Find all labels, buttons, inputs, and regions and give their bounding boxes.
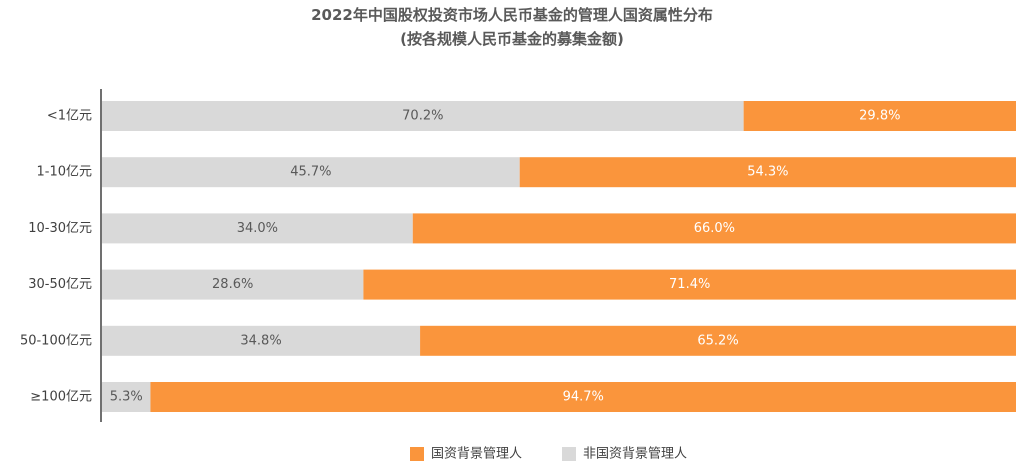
data-label: 70.2% xyxy=(402,109,443,124)
data-label: 66.0% xyxy=(694,221,735,236)
legend-label: 非国资背景管理人 xyxy=(583,447,687,462)
category-label: 30-50亿元 xyxy=(28,277,92,292)
category-label: 1-10亿元 xyxy=(36,165,92,180)
chart-title: 2022年中国股权投资市场人民币基金的管理人国资属性分布 xyxy=(311,6,713,24)
category-label: 10-30亿元 xyxy=(28,221,92,236)
legend-label: 国资背景管理人 xyxy=(431,447,522,462)
data-label: 54.3% xyxy=(747,165,788,180)
bar-segment-non-state xyxy=(102,213,413,244)
legend-swatch xyxy=(410,447,424,461)
bar-segment-state xyxy=(743,101,1016,131)
bar-segment-non-state xyxy=(102,157,520,188)
bar-segment-non-state xyxy=(102,269,364,300)
category-label: ≥100亿元 xyxy=(30,390,92,405)
data-label: 28.6% xyxy=(212,277,253,292)
data-label: 34.0% xyxy=(237,221,278,236)
chart-subtitle: (按各规模人民币基金的募集金额) xyxy=(400,30,624,48)
bars-layer: <1亿元 70.2% 29.8% 1-10亿元 45.7% 54.3% 10-30亿元 34.… xyxy=(20,101,1016,412)
legend: 国资背景管理人 非国资背景管理人 xyxy=(410,447,687,462)
bar-segment-non-state xyxy=(102,101,744,131)
data-label: 29.8% xyxy=(859,109,900,124)
bar-segment-non-state xyxy=(102,325,421,356)
bar-segment-state xyxy=(150,382,1016,412)
category-label: 50-100亿元 xyxy=(20,333,92,348)
legend-swatch xyxy=(562,447,576,461)
data-label: 65.2% xyxy=(697,333,738,348)
bar-segment-state xyxy=(420,325,1016,356)
bar-segment-non-state xyxy=(102,382,151,412)
data-label: 94.7% xyxy=(563,390,604,405)
bar-segment-state xyxy=(363,269,1016,300)
data-label: 45.7% xyxy=(290,165,331,180)
bar-segment-state xyxy=(519,157,1016,188)
category-label: <1亿元 xyxy=(47,109,92,124)
data-label: 34.8% xyxy=(240,333,281,348)
bar-segment-state xyxy=(412,213,1016,244)
data-label: 71.4% xyxy=(669,277,710,292)
data-label: 5.3% xyxy=(110,390,143,405)
